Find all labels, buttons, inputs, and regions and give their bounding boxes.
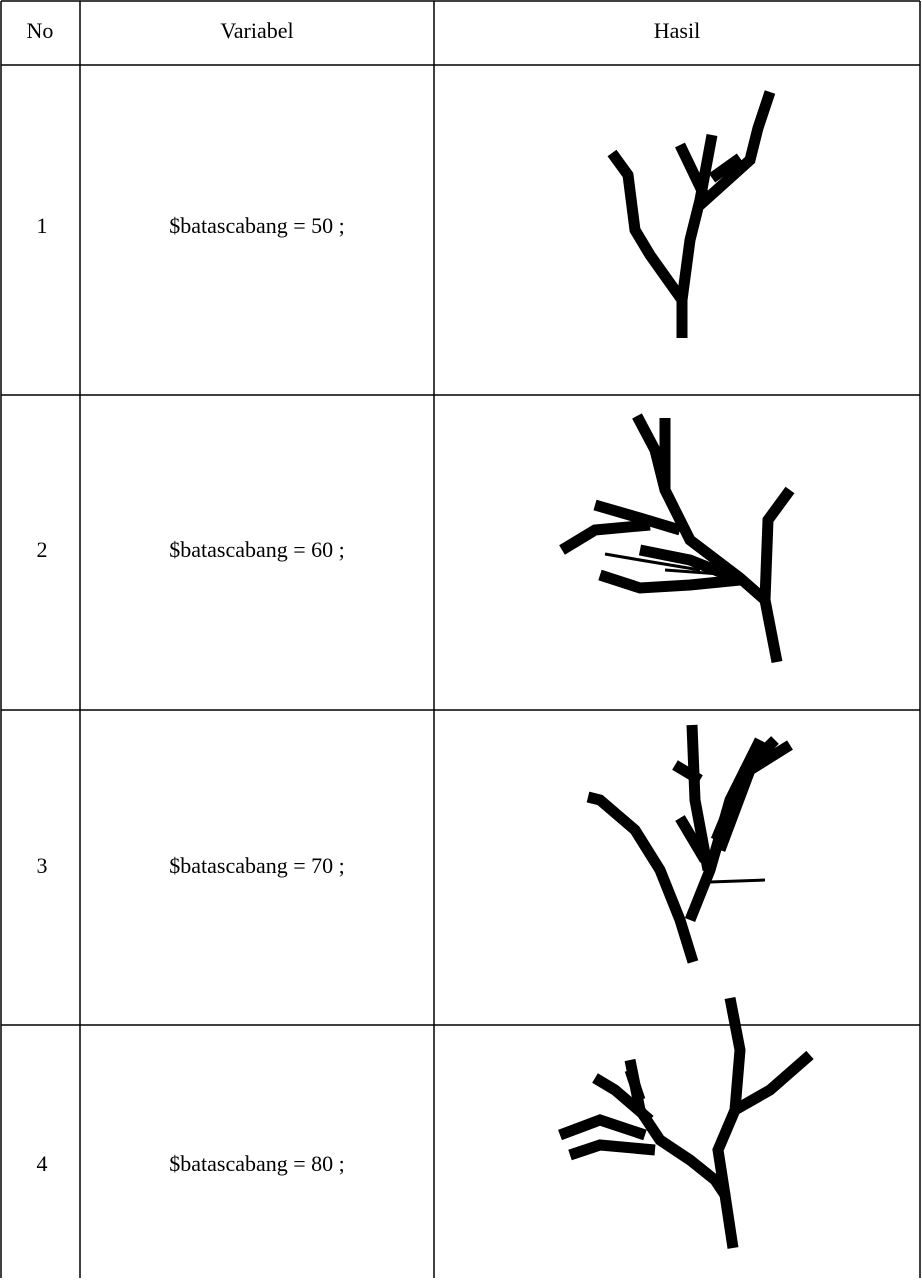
tree-image xyxy=(558,996,814,1249)
row-number: 1 xyxy=(37,213,48,238)
header-cell: No xyxy=(27,18,54,43)
variable-cell: $batascabang = 50 ; xyxy=(169,213,345,238)
header-cell: Hasil xyxy=(654,18,700,43)
row-number: 2 xyxy=(37,537,48,562)
tree-image xyxy=(559,413,795,664)
variable-cell: $batascabang = 70 ; xyxy=(169,853,345,878)
variable-cell: $batascabang = 80 ; xyxy=(169,1151,345,1176)
row-number: 3 xyxy=(37,853,48,878)
tree-image xyxy=(586,724,793,964)
variable-cell: $batascabang = 60 ; xyxy=(169,537,345,562)
row-number: 4 xyxy=(37,1151,48,1176)
header-cell: Variabel xyxy=(220,18,293,43)
tree-image xyxy=(607,90,776,338)
